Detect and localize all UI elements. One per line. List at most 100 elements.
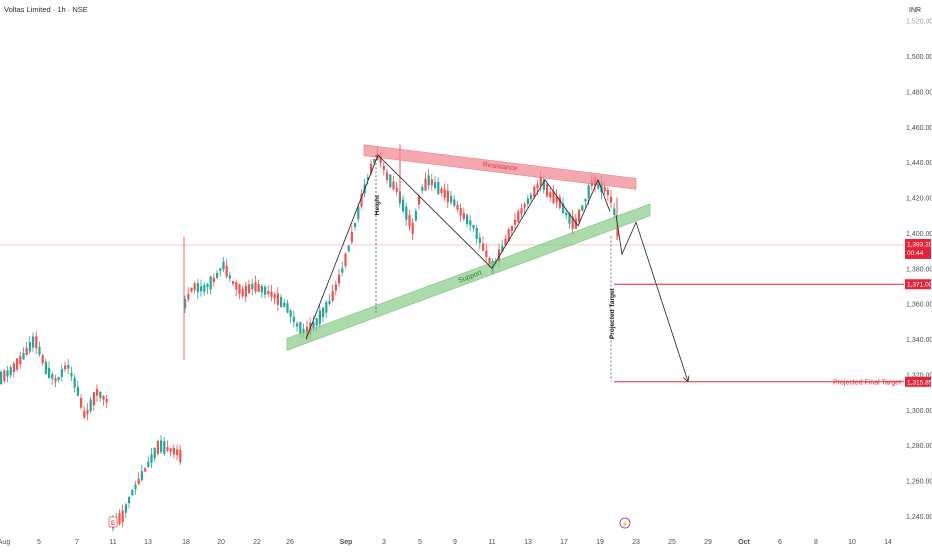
candle	[292, 316, 295, 322]
currency-label: INR	[909, 7, 921, 14]
candle	[147, 461, 150, 467]
candle	[578, 209, 581, 223]
candle	[102, 396, 105, 400]
candle	[289, 310, 292, 317]
candle	[498, 249, 501, 262]
candle	[219, 268, 222, 272]
x-tick-label: 19	[596, 539, 604, 546]
candle	[283, 302, 286, 307]
candle	[96, 388, 99, 396]
x-tick-label: 9	[453, 539, 457, 546]
x-tick-label: 13	[524, 539, 532, 546]
candle	[434, 182, 437, 189]
chart-title: Voltas Limited · 1h · NSE	[4, 5, 88, 14]
candle	[212, 277, 215, 283]
candle	[179, 449, 182, 463]
y-tick-label: 1,300.00	[906, 408, 932, 415]
candle	[225, 265, 228, 277]
projected-target-label: Projected Target	[609, 287, 616, 339]
candle	[555, 196, 558, 203]
earnings-marker-box[interactable]	[108, 516, 118, 528]
price-tag	[905, 238, 931, 259]
candle	[584, 198, 587, 202]
candle	[99, 391, 102, 399]
x-tick-label: Sep	[340, 539, 353, 546]
dividend-marker-icon: ⚡	[621, 520, 628, 528]
candle	[613, 208, 616, 215]
candle	[238, 284, 241, 295]
candle	[16, 358, 19, 370]
x-tick-label: Oct	[738, 539, 750, 546]
candle	[466, 214, 469, 225]
candle	[347, 245, 350, 252]
candle	[395, 187, 398, 192]
earnings-marker[interactable]: E	[108, 516, 118, 528]
candle	[402, 199, 405, 212]
candle	[574, 218, 577, 229]
candle	[131, 489, 134, 496]
candle	[86, 410, 89, 414]
candle	[373, 159, 376, 163]
dividend-marker[interactable]: ⚡	[619, 517, 631, 529]
x-tick-label: 6	[778, 539, 782, 546]
candle	[379, 155, 382, 163]
candle	[571, 216, 574, 229]
candle	[514, 219, 517, 225]
candle	[530, 194, 533, 200]
y-tick-label: 1,240.00	[906, 514, 932, 521]
candle	[475, 227, 478, 240]
y-tick-label: 1,500.00	[906, 54, 932, 61]
candle	[450, 196, 453, 203]
candle	[9, 367, 12, 376]
candle	[6, 370, 9, 377]
candle	[76, 387, 79, 396]
candle	[276, 293, 279, 305]
candle	[48, 367, 51, 379]
candle	[603, 186, 606, 192]
height-label: Height	[374, 194, 381, 215]
candle	[360, 193, 363, 207]
candle	[440, 188, 443, 194]
candle	[558, 197, 561, 208]
candle	[172, 447, 175, 455]
candle	[587, 185, 590, 198]
resistance-label: Resistance	[482, 161, 517, 172]
dividend-marker-circle[interactable]	[619, 517, 631, 529]
candle	[411, 222, 414, 235]
candle	[459, 208, 462, 216]
candle	[105, 398, 108, 403]
candle	[526, 198, 529, 205]
candle	[140, 471, 143, 481]
x-tick-label: 5	[418, 539, 422, 546]
candle	[118, 512, 121, 525]
candle	[264, 286, 267, 295]
candle	[12, 363, 15, 373]
x-axis: Aug 5 7 11 13 18 20 22 26 Sep 3 5 9 11 13 17 19 23 25 29 Oct…	[0, 539, 892, 546]
candle	[156, 440, 159, 454]
final-target-label: Projected Final Target	[833, 379, 901, 386]
y-tick-label: 1,420.00	[906, 196, 932, 203]
candle	[562, 203, 565, 213]
candle	[299, 322, 302, 334]
x-tick-label: 7	[75, 539, 79, 546]
candle	[166, 447, 169, 451]
candle	[270, 291, 273, 298]
candle	[520, 208, 523, 214]
candle	[248, 284, 251, 294]
x-tick-label: 26	[286, 539, 294, 546]
candle	[0, 371, 3, 385]
candle	[414, 210, 417, 221]
y-tick-label: 1,440.00	[906, 160, 932, 167]
candle	[421, 187, 424, 191]
candle	[206, 284, 209, 288]
x-tick-label: 5	[37, 539, 41, 546]
y-tick-label-cut: 1,520.00	[906, 19, 932, 26]
candle	[382, 165, 385, 170]
candle	[418, 195, 421, 205]
x-tick-label: 11	[109, 539, 116, 546]
candle	[430, 179, 433, 186]
candle	[565, 212, 568, 216]
